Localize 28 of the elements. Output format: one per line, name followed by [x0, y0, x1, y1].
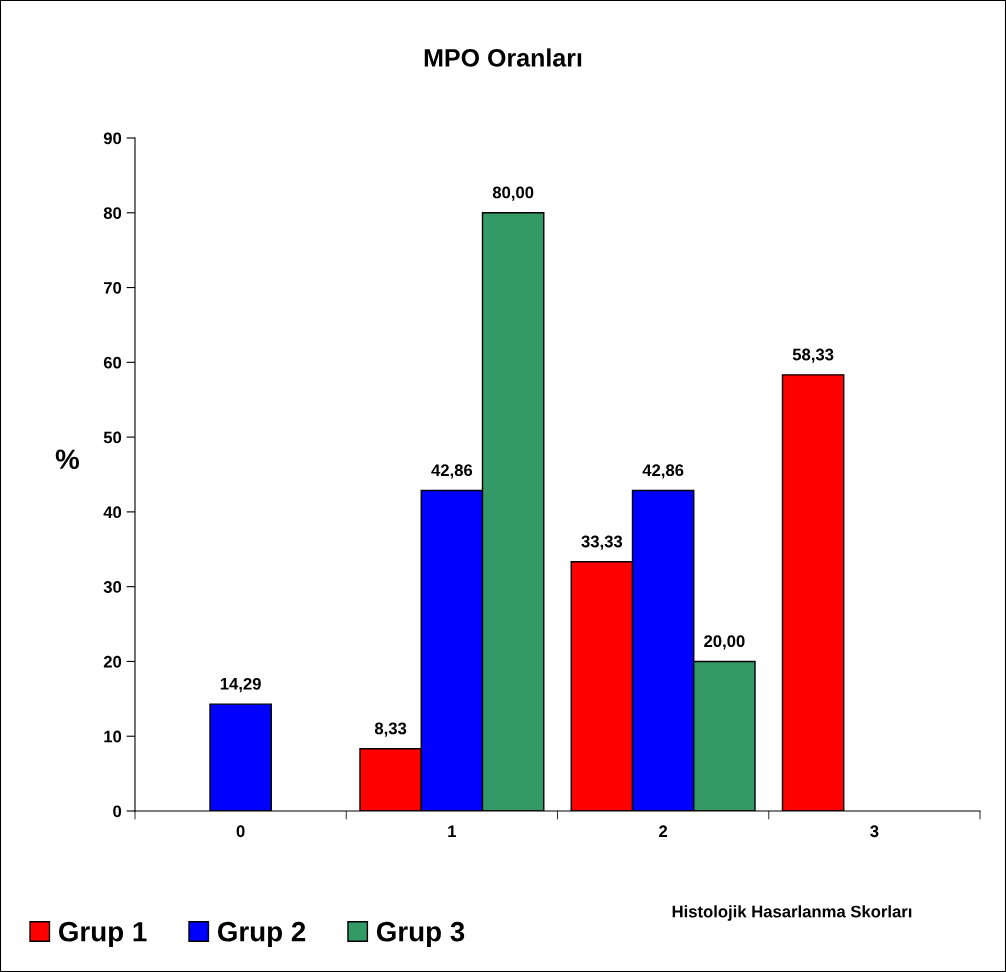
- data-label: 8,33: [374, 722, 407, 737]
- legend-label: Grup 1: [58, 921, 147, 947]
- data-label: 42,86: [431, 464, 473, 479]
- y-tick-label: 10: [104, 730, 122, 743]
- data-label: 20,00: [704, 635, 745, 650]
- y-tick-label: 80: [103, 207, 122, 219]
- data-label: 58,33: [792, 348, 834, 363]
- y-tick-label: 90: [103, 132, 122, 145]
- chart-title: MPO Oranları: [424, 48, 582, 67]
- y-axis-title: %: [55, 449, 80, 469]
- data-label: 42,86: [642, 464, 684, 479]
- data-label: 14,29: [220, 677, 261, 693]
- y-tick-label: 40: [103, 506, 122, 519]
- data-label: 80,00: [492, 186, 534, 201]
- y-tick-label: 0: [113, 805, 122, 818]
- x-tick-label: 0: [236, 825, 245, 838]
- x-axis-title: Histolojik Hasarlanma Skorları: [672, 905, 912, 921]
- y-tick-label: 50: [103, 431, 122, 444]
- legend-label: Grup 3: [376, 921, 465, 947]
- x-tick-label: 1: [448, 825, 457, 837]
- y-tick-label: 30: [103, 581, 122, 593]
- y-tick-label: 60: [103, 356, 122, 369]
- y-tick-label: 20: [103, 655, 122, 668]
- y-tick-label: 70: [103, 281, 122, 294]
- legend-label: Grup 2: [217, 921, 306, 947]
- x-tick-label: 3: [870, 825, 879, 838]
- data-label: 33,33: [581, 535, 623, 550]
- x-tick-label: 2: [659, 825, 668, 837]
